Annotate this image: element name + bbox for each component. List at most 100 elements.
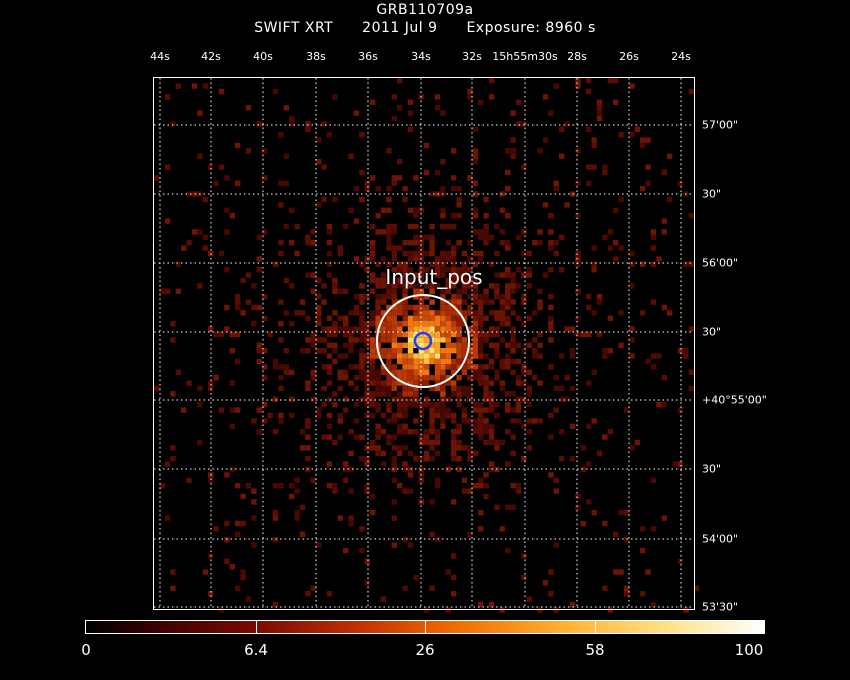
photon-pixel: [391, 299, 397, 305]
photon-pixel: [456, 423, 462, 429]
photon-pixel: [488, 94, 495, 100]
photon-pixel: [623, 591, 630, 597]
photon-pixel: [380, 412, 387, 419]
photon-pixel: [548, 304, 554, 311]
photon-pixel: [332, 402, 338, 408]
photon-pixel: [440, 331, 446, 338]
photon-pixel: [375, 369, 381, 375]
photon-pixel: [359, 169, 365, 176]
photon-pixel: [424, 369, 430, 375]
photon-pixel: [677, 558, 684, 564]
photon-pixel: [494, 412, 500, 419]
photon-pixel: [413, 175, 419, 181]
photon-pixel: [364, 353, 370, 359]
photon-pixel: [402, 375, 408, 381]
photon-pixel: [467, 488, 473, 494]
photon-pixel: [494, 348, 500, 354]
photon-pixel: [434, 321, 441, 327]
photon-pixel: [434, 412, 441, 419]
photon-pixel: [456, 445, 462, 451]
photon-pixel: [186, 191, 192, 197]
photon-pixel: [586, 461, 592, 467]
photon-pixel: [418, 272, 424, 278]
photon-pixel: [197, 110, 203, 116]
photon-pixel: [386, 229, 392, 235]
photon-pixel: [488, 439, 495, 446]
photon-pixel: [289, 283, 295, 289]
photon-pixel: [375, 375, 381, 381]
photon-pixel: [532, 240, 538, 246]
photon-pixel: [467, 326, 473, 332]
photon-pixel: [418, 380, 424, 386]
photon-pixel: [618, 342, 624, 348]
photon-pixel: [569, 423, 576, 429]
photon-pixel: [521, 348, 527, 354]
photon-pixel: [262, 175, 268, 181]
photon-pixel: [537, 418, 543, 424]
photon-pixel: [467, 418, 473, 424]
photon-pixel: [240, 520, 246, 527]
photon-pixel: [402, 353, 408, 359]
photon-pixel: [413, 364, 419, 370]
photon-pixel: [478, 294, 484, 300]
photon-pixel: [586, 331, 592, 338]
photon-pixel: [499, 310, 505, 316]
photon-pixel: [456, 391, 462, 397]
photon-pixel: [235, 304, 241, 311]
photon-pixel: [451, 342, 457, 348]
photon-pixel: [289, 369, 295, 375]
photon-pixel: [424, 321, 430, 327]
photon-pixel: [688, 88, 694, 95]
photon-pixel: [386, 315, 392, 321]
photon-pixel: [429, 261, 435, 267]
photon-pixel: [478, 256, 484, 262]
photon-pixel: [494, 288, 500, 294]
dec-tick-label: 53'30": [702, 600, 739, 614]
photon-pixel: [326, 315, 333, 321]
photon-pixel: [386, 375, 392, 381]
photon-pixel: [677, 348, 684, 354]
photon-pixel: [607, 245, 613, 251]
photon-pixel: [618, 569, 624, 575]
photon-pixel: [440, 310, 446, 316]
photon-pixel: [386, 402, 392, 408]
photon-pixel: [386, 234, 392, 240]
photon-pixel: [321, 385, 327, 392]
photon-pixel: [402, 396, 408, 402]
photon-pixel: [402, 461, 408, 467]
photon-pixel: [337, 515, 343, 521]
photon-pixel: [364, 369, 370, 375]
photon-pixel: [445, 283, 451, 289]
photon-pixel: [305, 423, 311, 429]
photon-pixel: [224, 558, 230, 564]
photon-pixel: [499, 337, 505, 343]
photon-pixel: [407, 331, 414, 338]
photon-pixel: [299, 299, 306, 305]
photon-pixel: [586, 164, 592, 170]
photon-pixel: [326, 423, 333, 429]
photon-pixel: [262, 294, 268, 300]
photon-pixel: [407, 429, 414, 435]
photon-pixel: [456, 353, 462, 359]
photon-pixel: [451, 445, 457, 451]
photon-pixel: [505, 304, 511, 311]
photon-pixel: [418, 261, 424, 267]
image-subtitle: SWIFT XRT 2011 Jul 9 Exposure: 8960 s: [0, 20, 850, 36]
photon-pixel: [451, 456, 457, 462]
photon-pixel: [359, 526, 365, 532]
photon-pixel: [505, 213, 511, 219]
photon-pixel: [375, 261, 381, 267]
photon-pixel: [461, 369, 468, 375]
photon-pixel: [456, 337, 462, 343]
photon-pixel: [505, 294, 511, 300]
photon-pixel: [370, 240, 376, 246]
photon-pixel: [445, 310, 451, 316]
photon-pixel: [650, 229, 657, 235]
photon-pixel: [321, 164, 327, 170]
photon-pixel: [407, 337, 414, 343]
photon-pixel: [494, 342, 500, 348]
photon-pixel: [424, 348, 430, 354]
photon-pixel: [159, 483, 165, 489]
photon-pixel: [245, 299, 252, 305]
photon-pixel: [650, 601, 657, 608]
